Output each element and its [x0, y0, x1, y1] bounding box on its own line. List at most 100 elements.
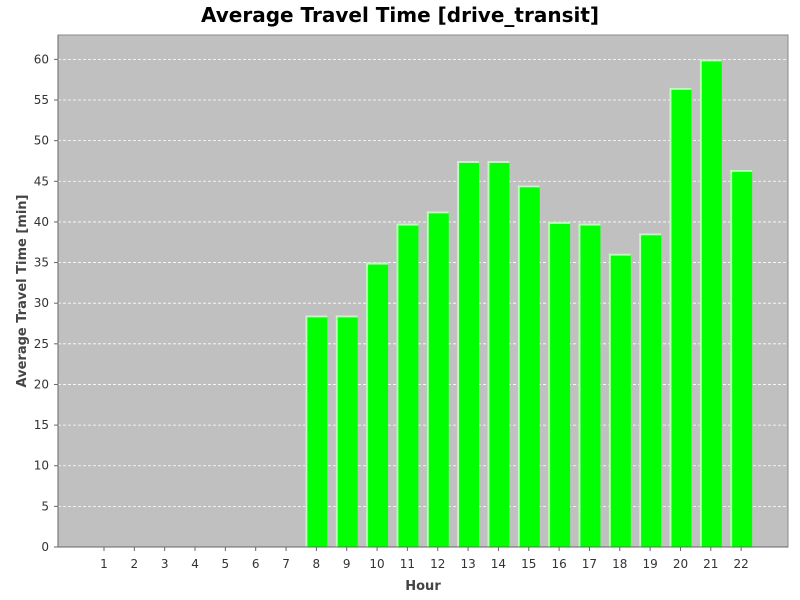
bar-highlight [548, 221, 551, 547]
bar-highlight [699, 59, 702, 547]
bar-20 [669, 87, 692, 548]
y-tick-label: 5 [41, 499, 49, 513]
x-tick-label: 7 [282, 557, 290, 571]
bar-top-highlight [669, 87, 692, 90]
bar [366, 262, 389, 547]
bar-8 [305, 315, 328, 547]
bar-13 [457, 160, 480, 547]
bar-top-highlight [426, 211, 449, 214]
bar [487, 160, 510, 547]
bar [608, 253, 631, 547]
x-tick-label: 9 [343, 557, 351, 571]
bar [335, 315, 358, 547]
y-tick-label: 15 [34, 418, 49, 432]
y-tick-label: 25 [34, 337, 49, 351]
y-tick-label: 45 [34, 174, 49, 188]
x-tick-label: 19 [642, 557, 657, 571]
y-axis-label: Average Travel Time [min] [15, 195, 30, 388]
x-tick-label: 4 [191, 557, 199, 571]
bar-highlight [730, 169, 733, 547]
x-tick-label: 11 [400, 557, 415, 571]
bar-highlight [426, 211, 429, 547]
y-tick-label: 55 [34, 93, 49, 107]
bars [305, 59, 753, 548]
x-tick-label: 1 [100, 557, 108, 571]
x-tick-label: 2 [131, 557, 139, 571]
y-tick-label: 50 [34, 134, 49, 148]
x-tick-label: 3 [161, 557, 169, 571]
grid-lines [58, 58, 788, 507]
y-tick-label: 20 [34, 377, 49, 391]
bar-top-highlight [608, 253, 631, 256]
bar-15 [517, 185, 540, 547]
bar-highlight [487, 160, 490, 547]
bar-18 [608, 253, 631, 547]
bar [396, 223, 419, 548]
x-tick-label: 22 [733, 557, 748, 571]
bar [517, 185, 540, 547]
bar [426, 211, 449, 547]
x-tick-label: 13 [460, 557, 475, 571]
chart-title: Average Travel Time [drive_transit] [201, 3, 599, 27]
bar [699, 59, 722, 547]
bar [548, 221, 571, 547]
bar [730, 169, 753, 547]
bar-highlight [366, 262, 369, 547]
x-tick-label: 15 [521, 557, 536, 571]
x-tick-label: 12 [430, 557, 445, 571]
bar-22 [730, 169, 753, 547]
bar-top-highlight [487, 160, 510, 163]
x-axis: 1 2 3 4 5 6 7 8 9 10 11 12 13 14 15 16 17 18 19 20 21 22 [58, 546, 788, 571]
bar-top-highlight [517, 185, 540, 188]
x-tick-label: 14 [491, 557, 506, 571]
x-tick-label: 6 [252, 557, 260, 571]
bar [457, 160, 480, 547]
bar-highlight [639, 233, 642, 548]
bar-top-highlight [548, 221, 571, 224]
bar-11 [396, 223, 419, 548]
bar-17 [578, 223, 601, 548]
x-tick-label: 5 [222, 557, 230, 571]
bar-top-highlight [366, 262, 389, 265]
bar-21 [699, 59, 722, 547]
y-tick-label: 60 [34, 52, 49, 66]
bar-highlight [335, 315, 338, 547]
x-tick-label: 20 [673, 557, 688, 571]
bar [669, 87, 692, 548]
bar-19 [639, 233, 662, 548]
bar-9 [335, 315, 358, 547]
x-tick-label: 16 [551, 557, 566, 571]
y-tick-label: 30 [34, 296, 49, 310]
bar-highlight [517, 185, 520, 547]
bar-highlight [608, 253, 611, 547]
bar-top-highlight [730, 169, 753, 172]
bar-top-highlight [639, 233, 662, 236]
x-tick-label: 10 [369, 557, 384, 571]
bar-top-highlight [578, 223, 601, 226]
bar-top-highlight [699, 59, 722, 62]
bar-top-highlight [396, 223, 419, 226]
x-tick-label: 8 [313, 557, 321, 571]
bar [305, 315, 328, 547]
x-tick-label: 17 [582, 557, 597, 571]
bar-highlight [669, 87, 672, 548]
bar-12 [426, 211, 449, 547]
y-tick-label: 40 [34, 215, 49, 229]
bar-16 [548, 221, 571, 547]
bar-14 [487, 160, 510, 547]
plot-area [57, 34, 789, 548]
bar [578, 223, 601, 548]
bar-highlight [305, 315, 308, 547]
y-axis: 0 5 10 15 20 25 30 35 40 45 50 55 60 [34, 35, 59, 554]
x-tick-label: 18 [612, 557, 627, 571]
bar-highlight [457, 160, 460, 547]
bar [639, 233, 662, 548]
bar-top-highlight [305, 315, 328, 318]
bar-top-highlight [457, 160, 480, 163]
bar-highlight [396, 223, 399, 548]
y-tick-label: 35 [34, 256, 49, 270]
x-tick-label: 21 [703, 557, 718, 571]
bar-top-highlight [335, 315, 358, 318]
y-tick-label: 10 [34, 459, 49, 473]
